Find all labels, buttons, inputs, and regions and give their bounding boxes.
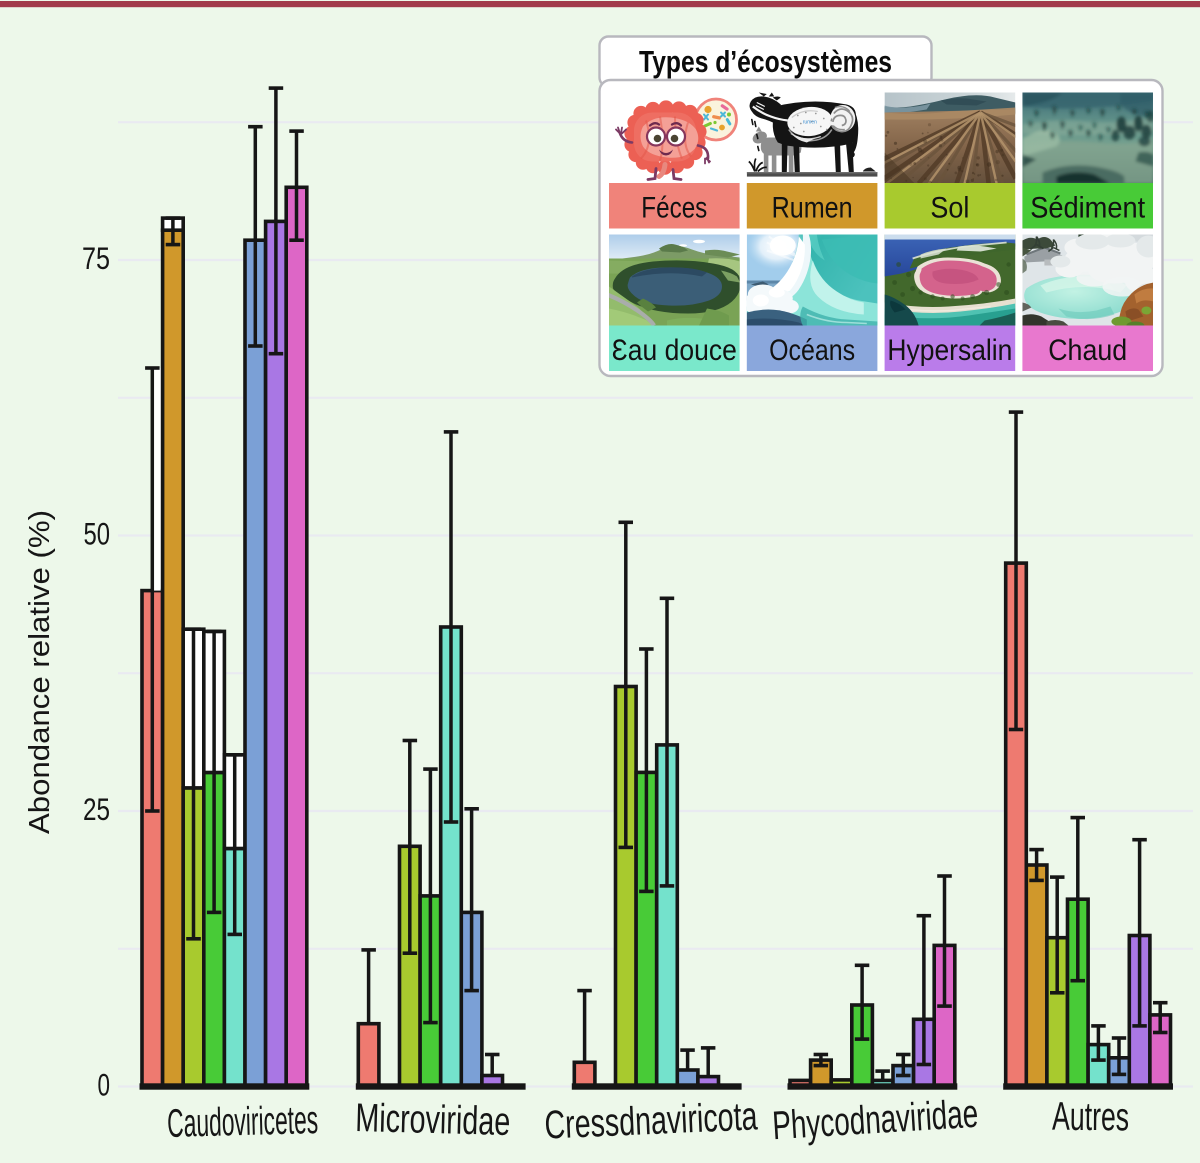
svg-text:Types d’écosystèmes: Types d’écosystèmes [639, 44, 892, 79]
svg-text:Sol: Sol [930, 191, 969, 224]
svg-text:Océans: Océans [769, 334, 855, 367]
svg-text:0: 0 [98, 1067, 111, 1103]
svg-text:Cressdnaviricota: Cressdnaviricota [544, 1094, 759, 1147]
svg-text:50: 50 [84, 516, 111, 552]
svg-text:25: 25 [83, 791, 110, 827]
svg-text:Autres: Autres [1052, 1095, 1129, 1140]
svg-text:Hypersalin: Hypersalin [887, 334, 1012, 367]
svg-text:Microviridae: Microviridae [355, 1096, 511, 1144]
svg-text:Rumen: Rumen [772, 191, 853, 224]
svg-text:Caudoviricetes: Caudoviricetes [167, 1098, 319, 1146]
svg-text:Ɛau douce: Ɛau douce [612, 334, 737, 367]
svg-text:rumen: rumen [803, 120, 817, 126]
svg-text:Féces: Féces [641, 191, 707, 224]
svg-text:Sédiment: Sédiment [1030, 191, 1146, 224]
svg-text:75: 75 [82, 240, 110, 276]
svg-text:Abondance relative (%): Abondance relative (%) [24, 510, 56, 834]
svg-text:Chaud: Chaud [1048, 334, 1127, 367]
